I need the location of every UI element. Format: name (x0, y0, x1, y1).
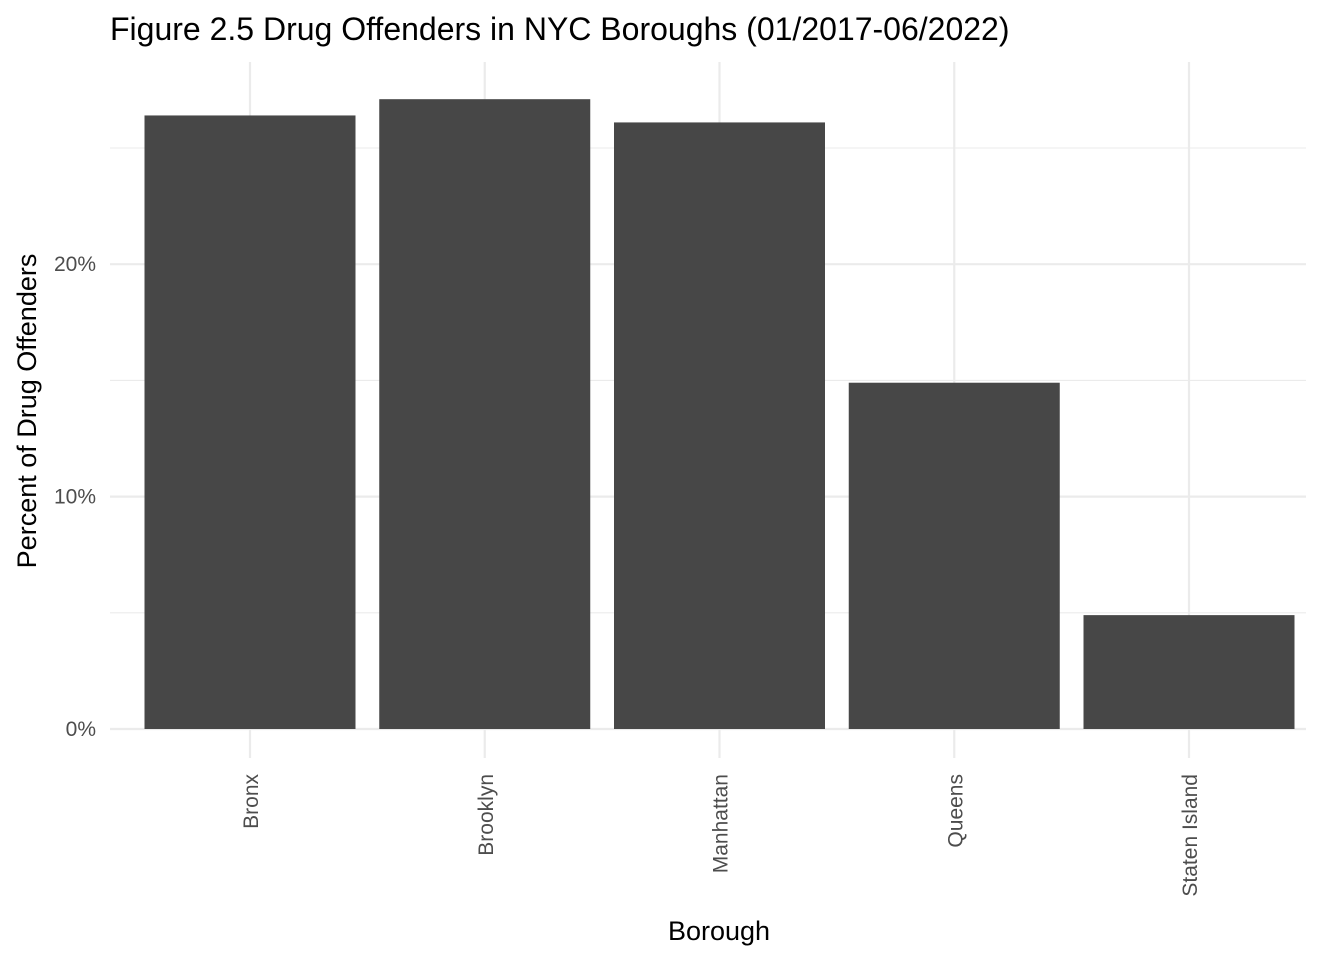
bar-staten-island (1083, 615, 1295, 729)
y-axis-title: Percent of Drug Offenders (12, 254, 42, 569)
bars (144, 99, 1295, 730)
x-tick-label: Manhattan (710, 774, 733, 873)
x-axis-title: Borough (668, 916, 770, 946)
x-tick-label: Bronx (240, 774, 263, 829)
x-axis-ticks: Bronx Brooklyn Manhattan Queens Staten Islan… (240, 774, 1202, 897)
x-tick-label: Queens (944, 774, 967, 848)
y-axis-ticks: 0% 10% 20% (54, 253, 96, 741)
chart-title: Figure 2.5 Drug Offenders in NYC Borough… (110, 11, 1009, 47)
x-tick-label: Staten Island (1179, 774, 1202, 897)
y-tick-label: 20% (54, 253, 96, 276)
bar-brooklyn (379, 99, 591, 729)
bar-bronx (144, 115, 356, 730)
x-tick-label: Brooklyn (475, 774, 498, 856)
bar-queens (848, 382, 1060, 729)
bar-manhattan (614, 122, 825, 729)
y-tick-label: 10% (54, 486, 96, 509)
y-tick-label: 0% (66, 718, 96, 741)
